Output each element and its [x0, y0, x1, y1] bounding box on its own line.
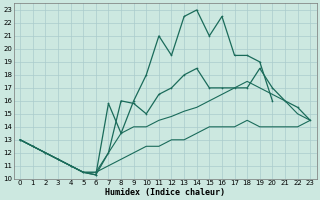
X-axis label: Humidex (Indice chaleur): Humidex (Indice chaleur) [105, 188, 225, 197]
